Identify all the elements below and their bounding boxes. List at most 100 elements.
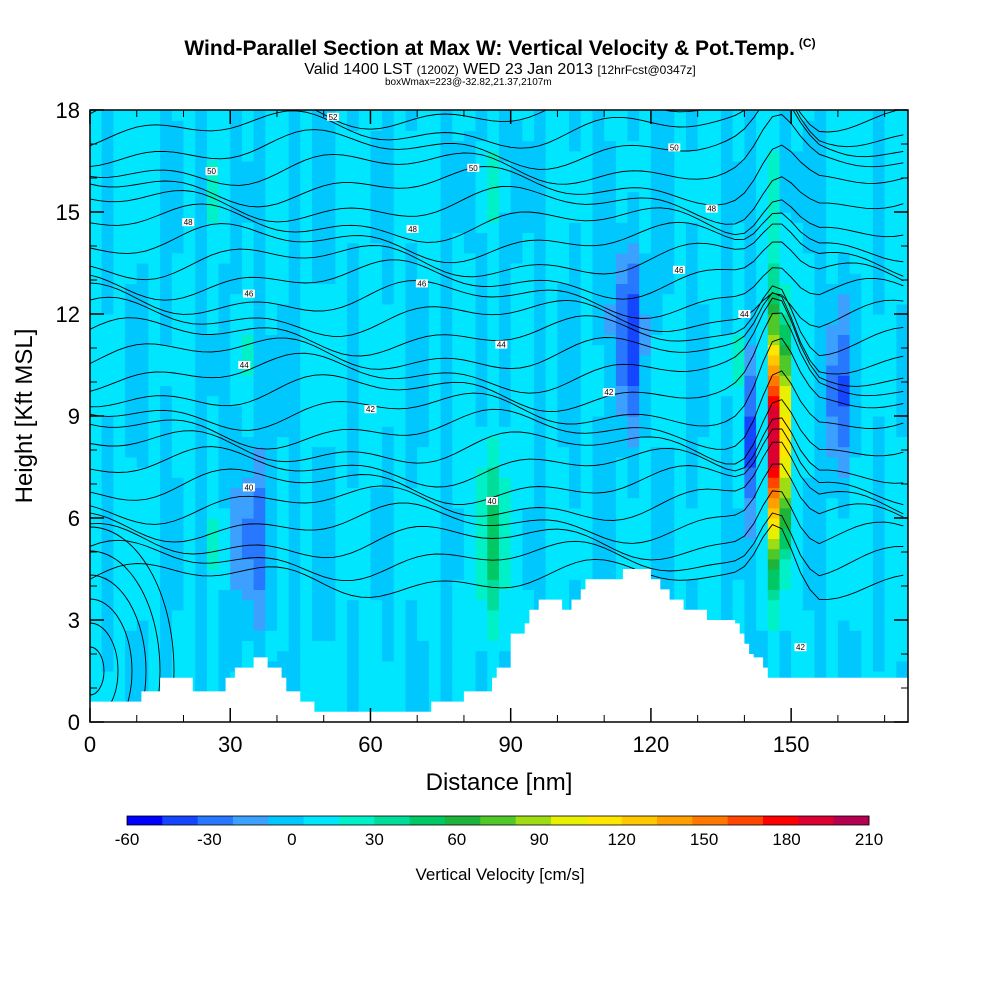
field-cell	[767, 548, 781, 560]
colorbar-tick-label: -30	[197, 830, 222, 849]
field-cell	[417, 222, 430, 233]
field-cell	[545, 161, 558, 172]
isentrope-line	[90, 526, 175, 722]
field-cell	[370, 181, 383, 193]
field-cell	[744, 548, 757, 560]
field-cell	[183, 487, 196, 499]
field-cell	[499, 426, 512, 437]
field-cell	[101, 405, 114, 417]
field-cell	[195, 232, 208, 244]
field-cell	[732, 181, 745, 193]
field-cell	[230, 181, 243, 193]
field-cell	[569, 273, 582, 284]
field-cell	[849, 660, 862, 672]
field-cell	[358, 130, 372, 142]
field-cell	[125, 620, 138, 631]
field-cell	[557, 497, 570, 509]
field-cell	[265, 181, 278, 193]
field-cell	[253, 354, 266, 366]
field-cell	[884, 671, 897, 682]
field-cell	[779, 181, 792, 193]
field-cell	[300, 263, 313, 274]
field-cell	[230, 538, 243, 550]
field-cell	[837, 365, 851, 376]
field-cell	[814, 242, 827, 254]
field-cell	[218, 150, 231, 162]
field-cell	[90, 344, 103, 356]
field-cell	[206, 456, 220, 468]
field-cell	[499, 528, 512, 539]
field-cell	[674, 222, 687, 233]
field-cell	[452, 201, 465, 213]
field-cell	[721, 344, 734, 356]
field-cell	[674, 507, 687, 519]
field-cell	[101, 691, 114, 703]
field-cell	[896, 579, 908, 590]
field-cell	[767, 599, 781, 611]
field-cell	[837, 671, 851, 682]
field-cell	[849, 507, 862, 519]
field-cell	[136, 507, 149, 519]
field-cell	[686, 110, 699, 121]
field-cell	[393, 354, 407, 366]
field-cell	[440, 609, 453, 621]
field-cell	[615, 528, 629, 539]
field-cell	[160, 293, 173, 305]
field-cell	[872, 650, 886, 662]
field-cell	[347, 416, 360, 427]
field-cell	[393, 212, 407, 223]
field-cell	[370, 324, 383, 335]
field-cell	[686, 558, 699, 570]
isentrope-line	[90, 337, 904, 431]
field-cell	[487, 324, 500, 335]
field-cell	[849, 426, 862, 437]
field-cell	[522, 252, 535, 264]
field-cell	[312, 446, 325, 458]
field-cell	[662, 395, 675, 407]
field-cell	[300, 242, 313, 254]
field-cell	[756, 212, 769, 223]
field-cell	[510, 201, 523, 213]
field-cell	[499, 395, 512, 407]
field-cell	[896, 558, 908, 570]
field-cell	[686, 130, 699, 142]
field-cell	[802, 620, 816, 631]
field-cell	[405, 558, 418, 570]
field-cell	[744, 426, 757, 437]
field-cell	[323, 579, 336, 590]
field-cell	[732, 365, 745, 376]
field-cell	[417, 120, 430, 131]
field-cell	[650, 130, 664, 142]
field-cell	[475, 558, 488, 570]
field-cell	[872, 293, 886, 305]
field-cell	[405, 263, 418, 274]
field-cell	[323, 650, 336, 662]
field-cell	[849, 579, 862, 590]
field-cell	[206, 110, 220, 121]
field-cell	[195, 263, 208, 274]
field-cell	[440, 507, 453, 519]
field-cell	[697, 354, 710, 366]
field-cell	[452, 273, 465, 284]
field-cell	[113, 456, 126, 468]
field-cell	[113, 589, 126, 601]
field-cell	[253, 609, 266, 621]
field-cell	[125, 671, 138, 682]
field-cell	[101, 375, 114, 386]
field-cell	[475, 293, 488, 305]
field-cell	[826, 252, 839, 264]
field-cell	[241, 242, 255, 254]
field-cell	[849, 232, 862, 244]
field-cell	[674, 252, 687, 264]
field-cell	[218, 589, 231, 601]
field-cell	[545, 303, 558, 315]
field-cell	[323, 589, 336, 601]
field-cell	[101, 314, 114, 325]
field-cell	[405, 691, 418, 703]
field-cell	[206, 314, 220, 325]
field-cell	[312, 691, 325, 703]
field-cell	[884, 232, 897, 244]
field-cell	[335, 334, 348, 346]
field-cell	[650, 201, 664, 213]
field-cell	[417, 507, 430, 519]
